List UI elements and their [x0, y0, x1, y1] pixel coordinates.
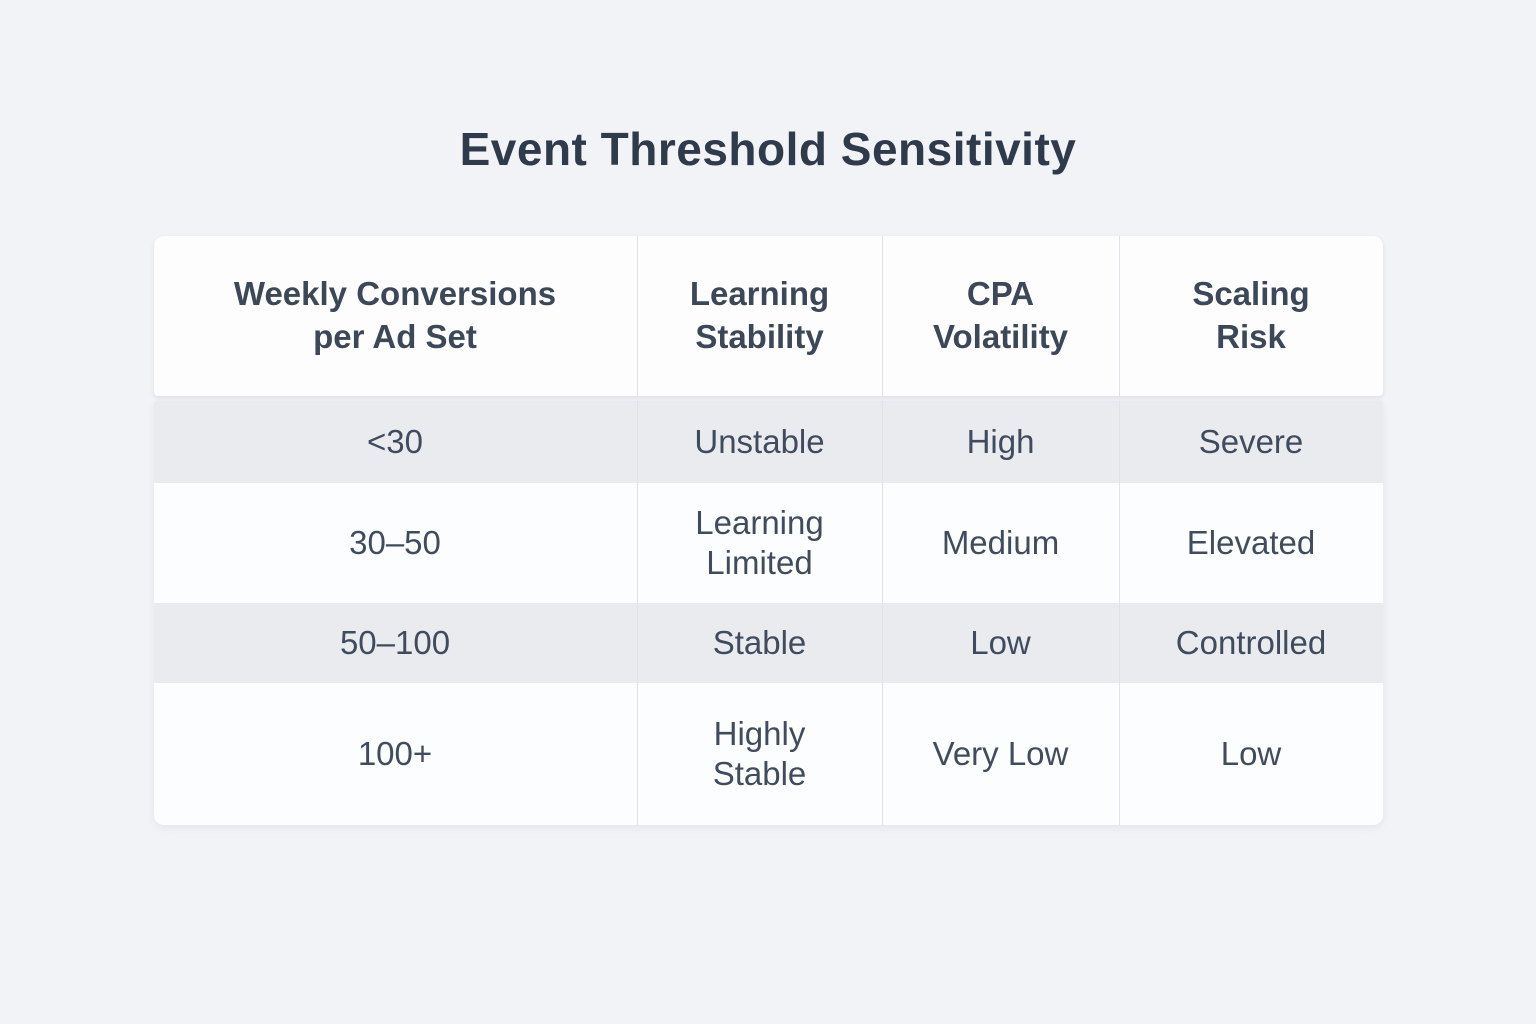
- cell-cpa-volatility: Very Low: [883, 683, 1120, 825]
- cell-scaling-risk: Controlled: [1175, 623, 1327, 661]
- column-header-cpa-volatility: CPA Volatility: [883, 236, 1120, 396]
- cell-scaling-risk: Low: [1220, 734, 1282, 772]
- cell-learning-stability: Unstable: [638, 401, 883, 483]
- column-header-scaling-risk: Scaling Risk: [1192, 275, 1310, 355]
- table-row: <30 Unstable High Severe: [153, 401, 1383, 483]
- cell-scaling-risk: Severe: [1198, 422, 1304, 460]
- cell-learning-stability: Stable: [638, 603, 883, 683]
- table-row: 50–100 Stable Low Controlled: [153, 603, 1383, 683]
- cell-cpa-volatility: High: [883, 401, 1120, 483]
- page-title: Event Threshold Sensitivity: [459, 123, 1077, 175]
- table-header-row: Weekly Conversions per Ad Set Learning S…: [153, 236, 1383, 396]
- cell-scaling-risk: Elevated: [1186, 523, 1316, 561]
- table-row: 100+ Highly Stable Very Low Low: [153, 683, 1383, 825]
- table-row: 30–50 Learning Limited Medium Elevated: [153, 483, 1383, 603]
- column-header-weekly-conversions: Weekly Conversions per Ad Set: [154, 236, 638, 396]
- cell-cpa-volatility: Medium: [883, 483, 1120, 603]
- cell-learning-stability: Learning Limited: [638, 483, 883, 603]
- cell-learning-stability: Highly Stable: [638, 683, 883, 825]
- sensitivity-table: Weekly Conversions per Ad Set Learning S…: [153, 236, 1383, 825]
- cell-cpa-volatility: Low: [883, 603, 1120, 683]
- column-header-learning-stability: Learning Stability: [638, 236, 883, 396]
- cell-weekly-conversions: 30–50: [154, 483, 638, 603]
- cell-weekly-conversions: 100+: [154, 683, 638, 825]
- table-body: <30 Unstable High Severe 30–50 Learning …: [153, 401, 1383, 825]
- cell-weekly-conversions: 50–100: [154, 603, 638, 683]
- cell-weekly-conversions: <30: [154, 401, 638, 483]
